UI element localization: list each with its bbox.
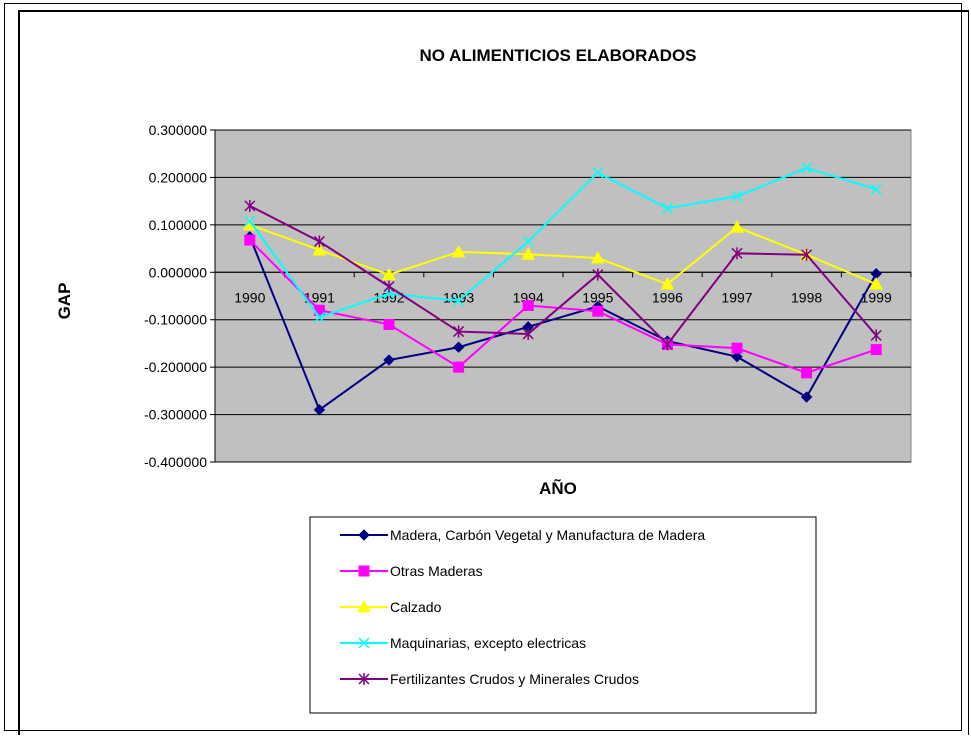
data-point [592,305,604,317]
y-tick-label: 0.100000 [149,217,208,233]
x-tick-label: 1990 [234,289,265,305]
x-tick-label: 1997 [721,289,752,305]
x-tick-label: 1999 [861,289,892,305]
data-point [244,215,256,227]
data-point [453,361,465,373]
data-point [453,295,465,307]
series-line-3 [249,223,877,286]
data-point [383,354,395,366]
data-point [590,251,605,264]
y-axis-title: GAP [55,283,74,320]
y-tick-label: 0.300000 [149,122,208,138]
data-point [313,404,326,416]
data-point [313,235,325,248]
series-line-2 [249,239,877,374]
data-point [453,325,465,338]
x-tick-label: 1994 [513,289,544,305]
data-point [592,268,604,281]
legend-label: Calzado [390,599,442,615]
data-point [801,162,813,174]
data-point [592,167,604,179]
data-point [244,234,256,246]
data-point [382,267,396,281]
marker-stroke [358,637,370,649]
legend-item: Fertilizantes Crudos y Minerales Crudos [340,671,639,687]
data-point [383,318,395,330]
data-point [801,367,813,379]
y-tick-label: -0.300000 [144,407,207,423]
marker-stroke [244,215,256,227]
marker-stroke [453,295,465,307]
series-line-1 [248,236,878,412]
line-chart: NO ALIMENTICIOS ELABORADOS 0.300000 0.200… [55,46,912,714]
legend-label: Otras Maderas [390,563,483,579]
x-tick-label: 1995 [582,289,613,305]
data-point [312,242,327,256]
marker-stroke [801,162,813,174]
marker-stroke [313,311,325,323]
data-point [870,329,882,342]
data-point [452,341,465,353]
data-point [522,235,534,247]
data-point [800,391,813,403]
marker-stroke [592,167,604,179]
data-point [731,351,743,363]
x-tick-label: 1992 [373,289,404,305]
marker-stroke [870,183,882,195]
legend-label: Madera, Carbón Vegetal y Manufactura de … [390,527,705,543]
data-point [522,299,534,311]
legend-marker [358,565,370,577]
legend-marker [358,529,370,541]
data-point [661,338,673,351]
data-point [731,342,743,354]
y-tick-label: -0.200000 [144,359,207,375]
legend-marker [358,673,370,685]
data-point [869,277,884,290]
series-line-5 [249,204,877,346]
x-tick-label: 1998 [791,289,822,305]
data-point [801,248,813,261]
chart-title: NO ALIMENTICIOS ELABORADOS [419,46,696,65]
legend-label: Maquinarias, excepto electricas [390,635,586,651]
legend-item: Otras Maderas [340,563,483,579]
data-point [522,327,534,340]
data-point [731,190,743,202]
data-point [451,244,466,258]
chart-frame [18,10,969,735]
chart-area: NO ALIMENTICIOS ELABORADOS 0.300000 0.200… [4,3,962,731]
marker-stroke [661,202,673,214]
data-point [660,277,675,290]
y-tick-label: -0.400000 [144,454,207,470]
legend-box [309,516,817,714]
legend-item: Madera, Carbón Vegetal y Manufactura de … [340,527,705,543]
data-point [244,199,256,212]
y-tick-label: -0.100000 [144,312,207,328]
legend-marker [358,637,370,649]
legend: Madera, Carbón Vegetal y Manufactura de … [309,516,817,714]
data-point [661,202,673,214]
marker-stroke [522,235,534,247]
plot-layer: 0.300000 0.200000 0.100000 0.000000 -0.10000… [144,122,912,470]
data-point [730,220,744,233]
legend-item: Calzado [340,599,442,615]
legend-label: Fertilizantes Crudos y Minerales Crudos [390,671,639,687]
marker-stroke [731,190,743,202]
legend-marker [357,599,371,613]
y-tick-label: 0.200000 [149,169,208,185]
data-point [313,311,325,323]
data-point [870,183,882,195]
data-point [521,247,536,260]
series-line-4 [248,166,877,319]
legend-item: Maquinarias, excepto electricas [340,635,586,651]
data-point [870,344,882,356]
data-point [731,247,743,260]
y-tick-label: 0.000000 [149,264,208,280]
data-point [383,280,395,293]
x-axis-title: AÑO [539,478,577,498]
x-tick-label: 1996 [652,289,683,305]
